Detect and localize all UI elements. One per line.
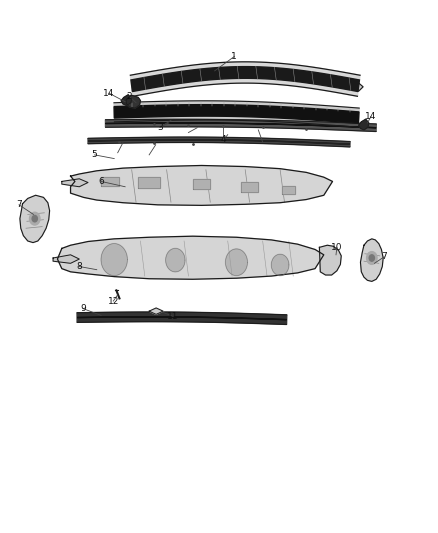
Polygon shape [114, 101, 359, 127]
Bar [241, 182, 258, 191]
Text: 10: 10 [331, 243, 343, 252]
Polygon shape [131, 67, 360, 92]
Polygon shape [20, 195, 49, 243]
Polygon shape [114, 104, 359, 123]
Bar [138, 176, 160, 188]
Text: 4: 4 [221, 135, 226, 144]
Circle shape [29, 212, 40, 225]
Polygon shape [88, 137, 350, 147]
Text: 1: 1 [231, 52, 237, 61]
Circle shape [367, 252, 377, 264]
Polygon shape [106, 119, 376, 132]
Text: 7: 7 [381, 253, 387, 261]
Polygon shape [319, 245, 341, 275]
Polygon shape [53, 255, 79, 263]
Polygon shape [341, 79, 363, 91]
Polygon shape [149, 308, 163, 314]
Polygon shape [57, 236, 324, 279]
Circle shape [101, 244, 127, 276]
Polygon shape [131, 62, 360, 96]
Polygon shape [126, 95, 141, 108]
Polygon shape [62, 179, 88, 187]
Text: 14: 14 [103, 88, 115, 98]
Polygon shape [106, 123, 376, 128]
Text: 5: 5 [92, 150, 97, 159]
Circle shape [166, 248, 185, 272]
Polygon shape [71, 165, 332, 205]
Circle shape [369, 255, 374, 261]
Text: 14: 14 [365, 112, 377, 121]
Polygon shape [77, 317, 287, 320]
Text: 12: 12 [108, 296, 119, 305]
Text: 8: 8 [76, 262, 82, 271]
Text: 6: 6 [98, 177, 104, 186]
Polygon shape [88, 140, 350, 144]
Bar [193, 179, 210, 189]
Text: 11: 11 [167, 312, 179, 321]
Polygon shape [77, 312, 287, 325]
Circle shape [32, 215, 37, 222]
Polygon shape [359, 119, 369, 130]
Polygon shape [360, 239, 383, 281]
Circle shape [272, 254, 289, 276]
Polygon shape [121, 95, 132, 106]
Text: 9: 9 [80, 304, 86, 313]
Text: 7: 7 [16, 200, 22, 209]
Bar [283, 187, 295, 195]
Text: 2: 2 [127, 92, 132, 101]
Text: 3: 3 [157, 123, 163, 132]
Bar [101, 176, 119, 186]
Circle shape [226, 249, 247, 276]
